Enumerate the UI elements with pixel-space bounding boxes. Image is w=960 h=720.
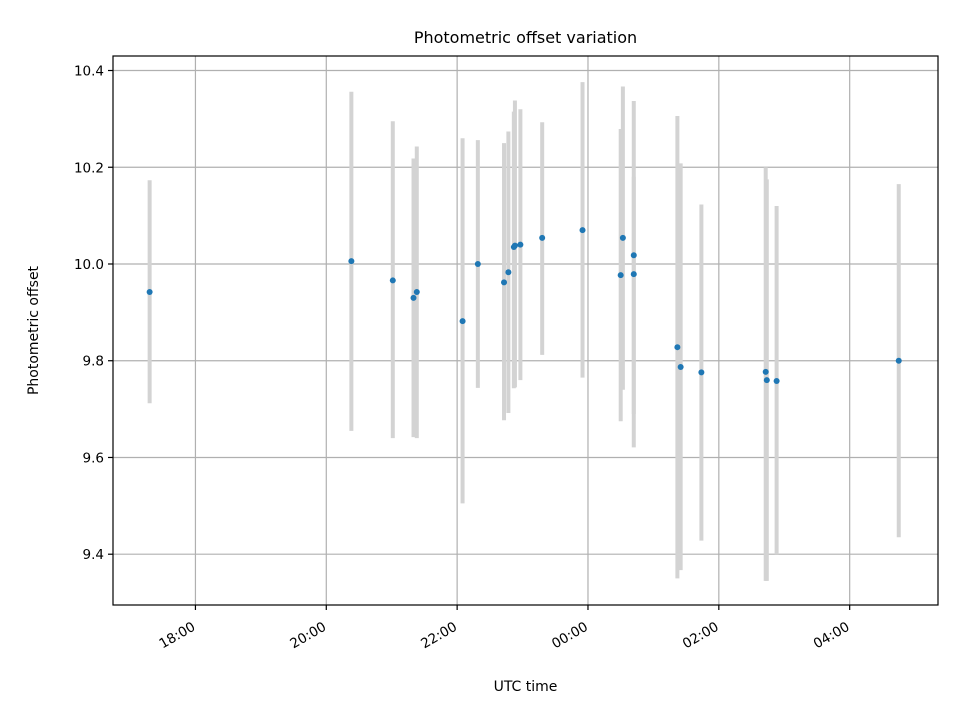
x-axis-label: UTC time [494, 679, 558, 695]
data-point [698, 369, 705, 376]
x-tick-label: 20:00 [287, 619, 329, 652]
data-point [410, 294, 417, 301]
data-point [579, 227, 586, 234]
x-tick-label: 02:00 [680, 619, 722, 652]
data-point [762, 368, 769, 375]
y-tick-label: 9.4 [83, 547, 104, 563]
data-point [539, 234, 546, 241]
data-point [677, 364, 684, 371]
x-tick-label: 18:00 [157, 619, 199, 652]
data-point [617, 272, 624, 279]
plot-frame [112, 55, 939, 606]
data-point [474, 260, 481, 267]
data-point [773, 378, 780, 385]
x-tick-label: 04:00 [811, 619, 853, 652]
y-tick-label: 10.4 [74, 64, 104, 80]
y-tick-label: 10.2 [74, 160, 104, 176]
data-point [511, 242, 518, 249]
x-tick-label: 22:00 [418, 619, 460, 652]
data-point [348, 258, 355, 265]
y-tick-label: 9.8 [83, 354, 104, 370]
data-point [630, 252, 637, 259]
data-point [505, 269, 512, 276]
error-bars [147, 82, 901, 581]
y-axis-label: Photometric offset [26, 265, 42, 395]
data-point [895, 357, 902, 364]
data-markers [146, 227, 902, 385]
chart-title: Photometric offset variation [414, 28, 637, 47]
y-tick-label: 9.6 [83, 450, 104, 466]
data-point [763, 377, 770, 384]
data-point [619, 234, 626, 241]
data-point [630, 271, 637, 278]
x-tick-label: 00:00 [549, 619, 591, 652]
data-point [517, 241, 524, 248]
y-tick-label: 10.0 [74, 257, 104, 273]
data-point [146, 289, 153, 296]
grid-lines [113, 56, 938, 605]
data-point [413, 289, 420, 296]
data-point [674, 344, 681, 351]
data-point [459, 318, 466, 325]
data-point [389, 277, 396, 284]
data-point [501, 279, 508, 286]
